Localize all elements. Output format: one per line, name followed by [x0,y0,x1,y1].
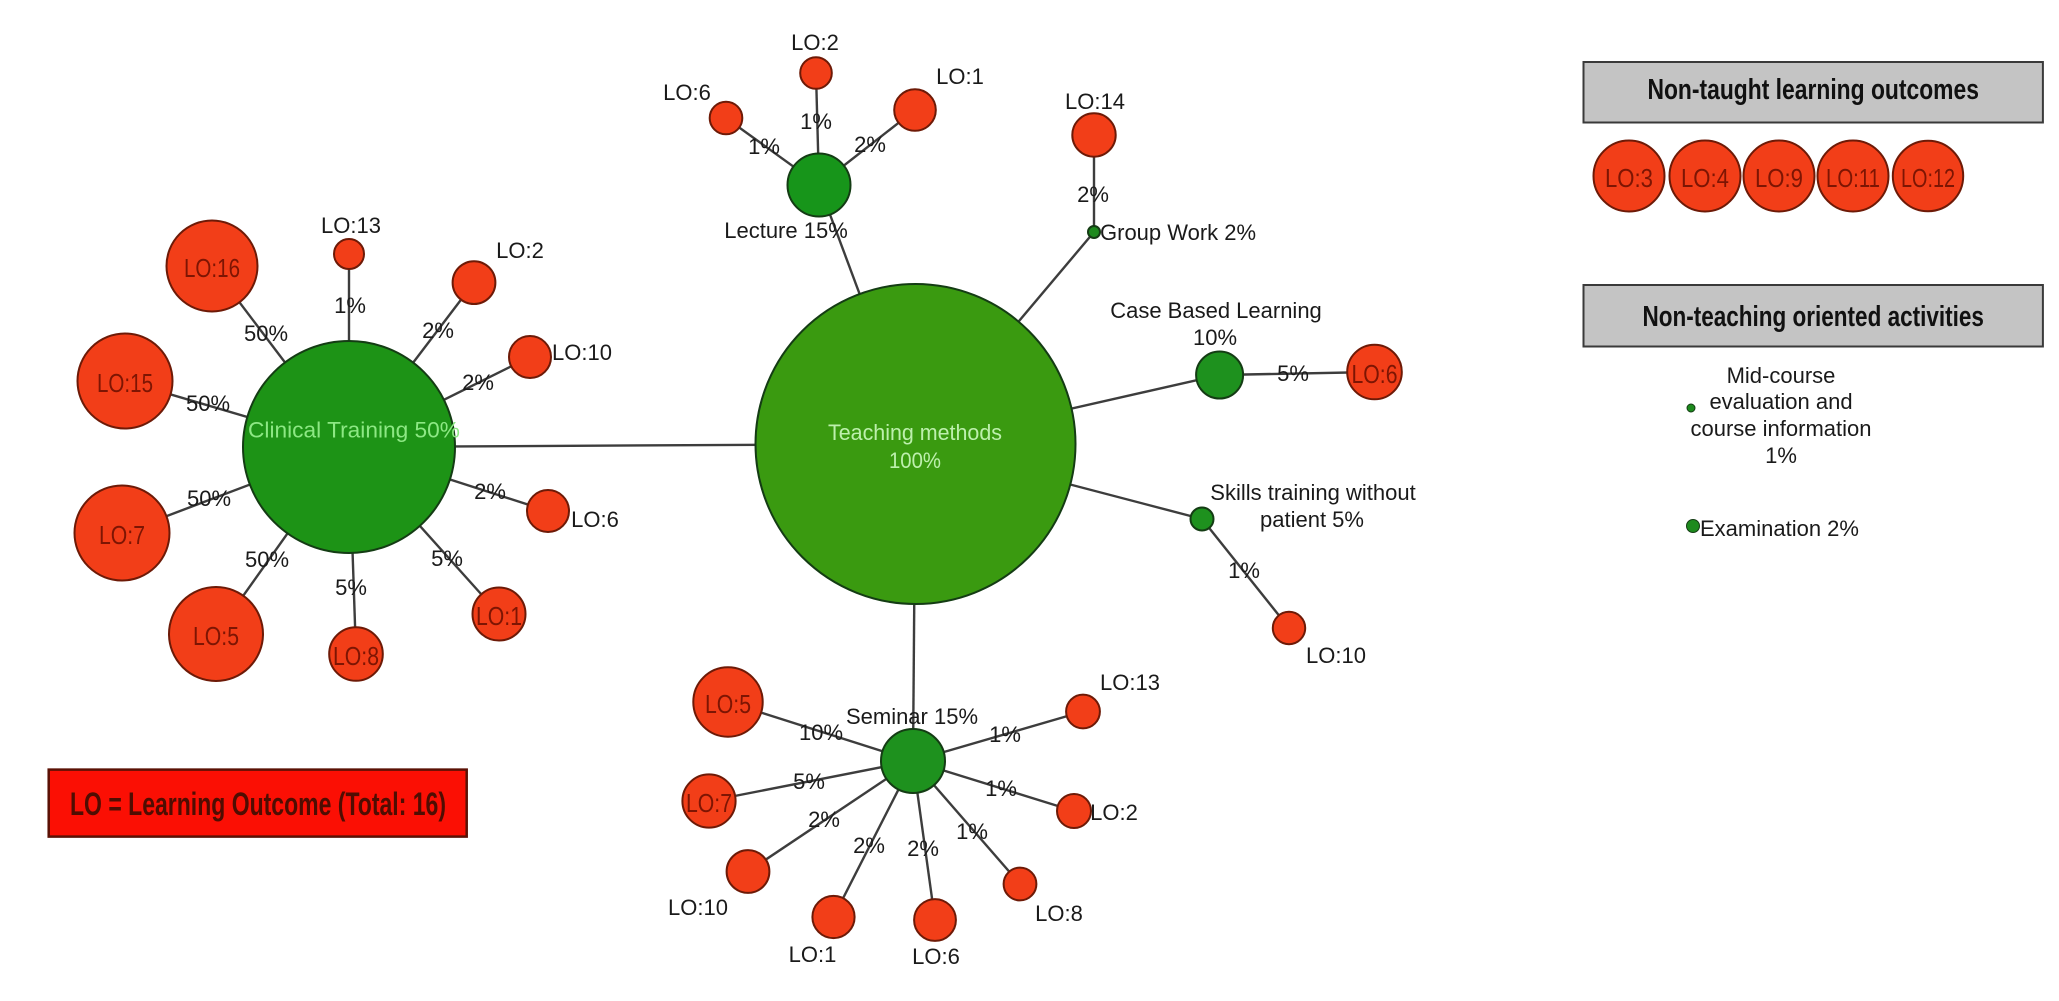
svg-text:2%: 2% [1077,182,1109,207]
svg-text:LO:11: LO:11 [1826,163,1880,193]
svg-text:50%: 50% [187,486,231,511]
svg-text:2%: 2% [907,836,939,861]
svg-text:LO:1: LO:1 [476,601,522,631]
svg-text:LO:7: LO:7 [686,788,732,818]
svg-text:Case Based Learning: Case Based Learning [1110,298,1322,323]
svg-text:Lecture 15%: Lecture 15% [724,218,848,243]
svg-text:5%: 5% [431,546,463,571]
svg-text:Seminar 15%: Seminar 15% [846,704,978,729]
svg-text:LO:10: LO:10 [552,340,612,365]
svg-text:1%: 1% [800,109,832,134]
svg-text:LO:6: LO:6 [571,507,619,532]
svg-text:2%: 2% [854,132,886,157]
svg-text:2%: 2% [808,807,840,832]
svg-text:LO:6: LO:6 [663,80,711,105]
svg-text:LO:9: LO:9 [1755,163,1803,193]
svg-text:LO:12: LO:12 [1901,163,1955,193]
svg-text:LO:4: LO:4 [1681,163,1729,193]
svg-text:1%: 1% [956,819,988,844]
svg-text:1%: 1% [1228,558,1260,583]
svg-text:LO:13: LO:13 [321,213,381,238]
svg-text:1%: 1% [985,776,1017,801]
svg-text:LO:14: LO:14 [1065,89,1125,114]
svg-text:Non-teaching oriented activiti: Non-teaching oriented activities [1642,301,1984,333]
svg-text:evaluation and: evaluation and [1709,389,1852,414]
svg-text:LO:2: LO:2 [1090,800,1138,825]
svg-text:LO:2: LO:2 [791,30,839,55]
svg-text:Teaching methods: Teaching methods [828,420,1002,445]
svg-text:LO:6: LO:6 [1352,359,1398,389]
svg-text:course information: course information [1691,416,1872,441]
svg-text:Skills training without: Skills training without [1210,480,1415,505]
svg-text:50%: 50% [186,391,230,416]
svg-text:10%: 10% [799,720,843,745]
svg-text:10%: 10% [1193,325,1237,350]
svg-text:5%: 5% [335,575,367,600]
svg-text:LO:6: LO:6 [912,944,960,969]
svg-text:50%: 50% [244,321,288,346]
svg-text:LO:8: LO:8 [1035,901,1083,926]
svg-text:LO:13: LO:13 [1100,670,1160,695]
svg-text:5%: 5% [793,769,825,794]
svg-text:Clinical Training 50%: Clinical Training 50% [248,418,460,443]
svg-text:1%: 1% [989,722,1021,747]
svg-text:LO:16: LO:16 [184,253,240,283]
svg-text:Group Work 2%: Group Work 2% [1100,220,1256,245]
svg-text:LO:10: LO:10 [668,895,728,920]
svg-text:100%: 100% [889,448,941,473]
svg-text:1%: 1% [748,134,780,159]
svg-text:LO:15: LO:15 [97,368,153,398]
svg-text:LO:5: LO:5 [193,621,239,651]
svg-text:Non-taught learning outcomes: Non-taught learning outcomes [1647,74,1979,106]
svg-text:LO:10: LO:10 [1306,643,1366,668]
svg-text:1%: 1% [1765,443,1797,468]
svg-text:Examination 2%: Examination 2% [1700,516,1859,541]
svg-text:LO:2: LO:2 [496,238,544,263]
svg-text:5%: 5% [1277,361,1309,386]
svg-text:LO:1: LO:1 [789,942,837,967]
svg-text:2%: 2% [474,479,506,504]
svg-text:patient 5%: patient 5% [1260,507,1364,532]
svg-text:LO:1: LO:1 [936,64,984,89]
svg-text:2%: 2% [422,318,454,343]
svg-text:LO:3: LO:3 [1605,163,1653,193]
svg-text:2%: 2% [853,833,885,858]
svg-text:Mid-course: Mid-course [1727,363,1836,388]
svg-text:LO:8: LO:8 [333,641,379,671]
svg-text:2%: 2% [462,370,494,395]
svg-text:LO:5: LO:5 [705,689,751,719]
svg-text:LO = Learning Outcome (Total:: LO = Learning Outcome (Total: 16) [70,786,446,822]
svg-text:50%: 50% [245,547,289,572]
svg-text:1%: 1% [334,293,366,318]
svg-text:LO:7: LO:7 [99,520,145,550]
